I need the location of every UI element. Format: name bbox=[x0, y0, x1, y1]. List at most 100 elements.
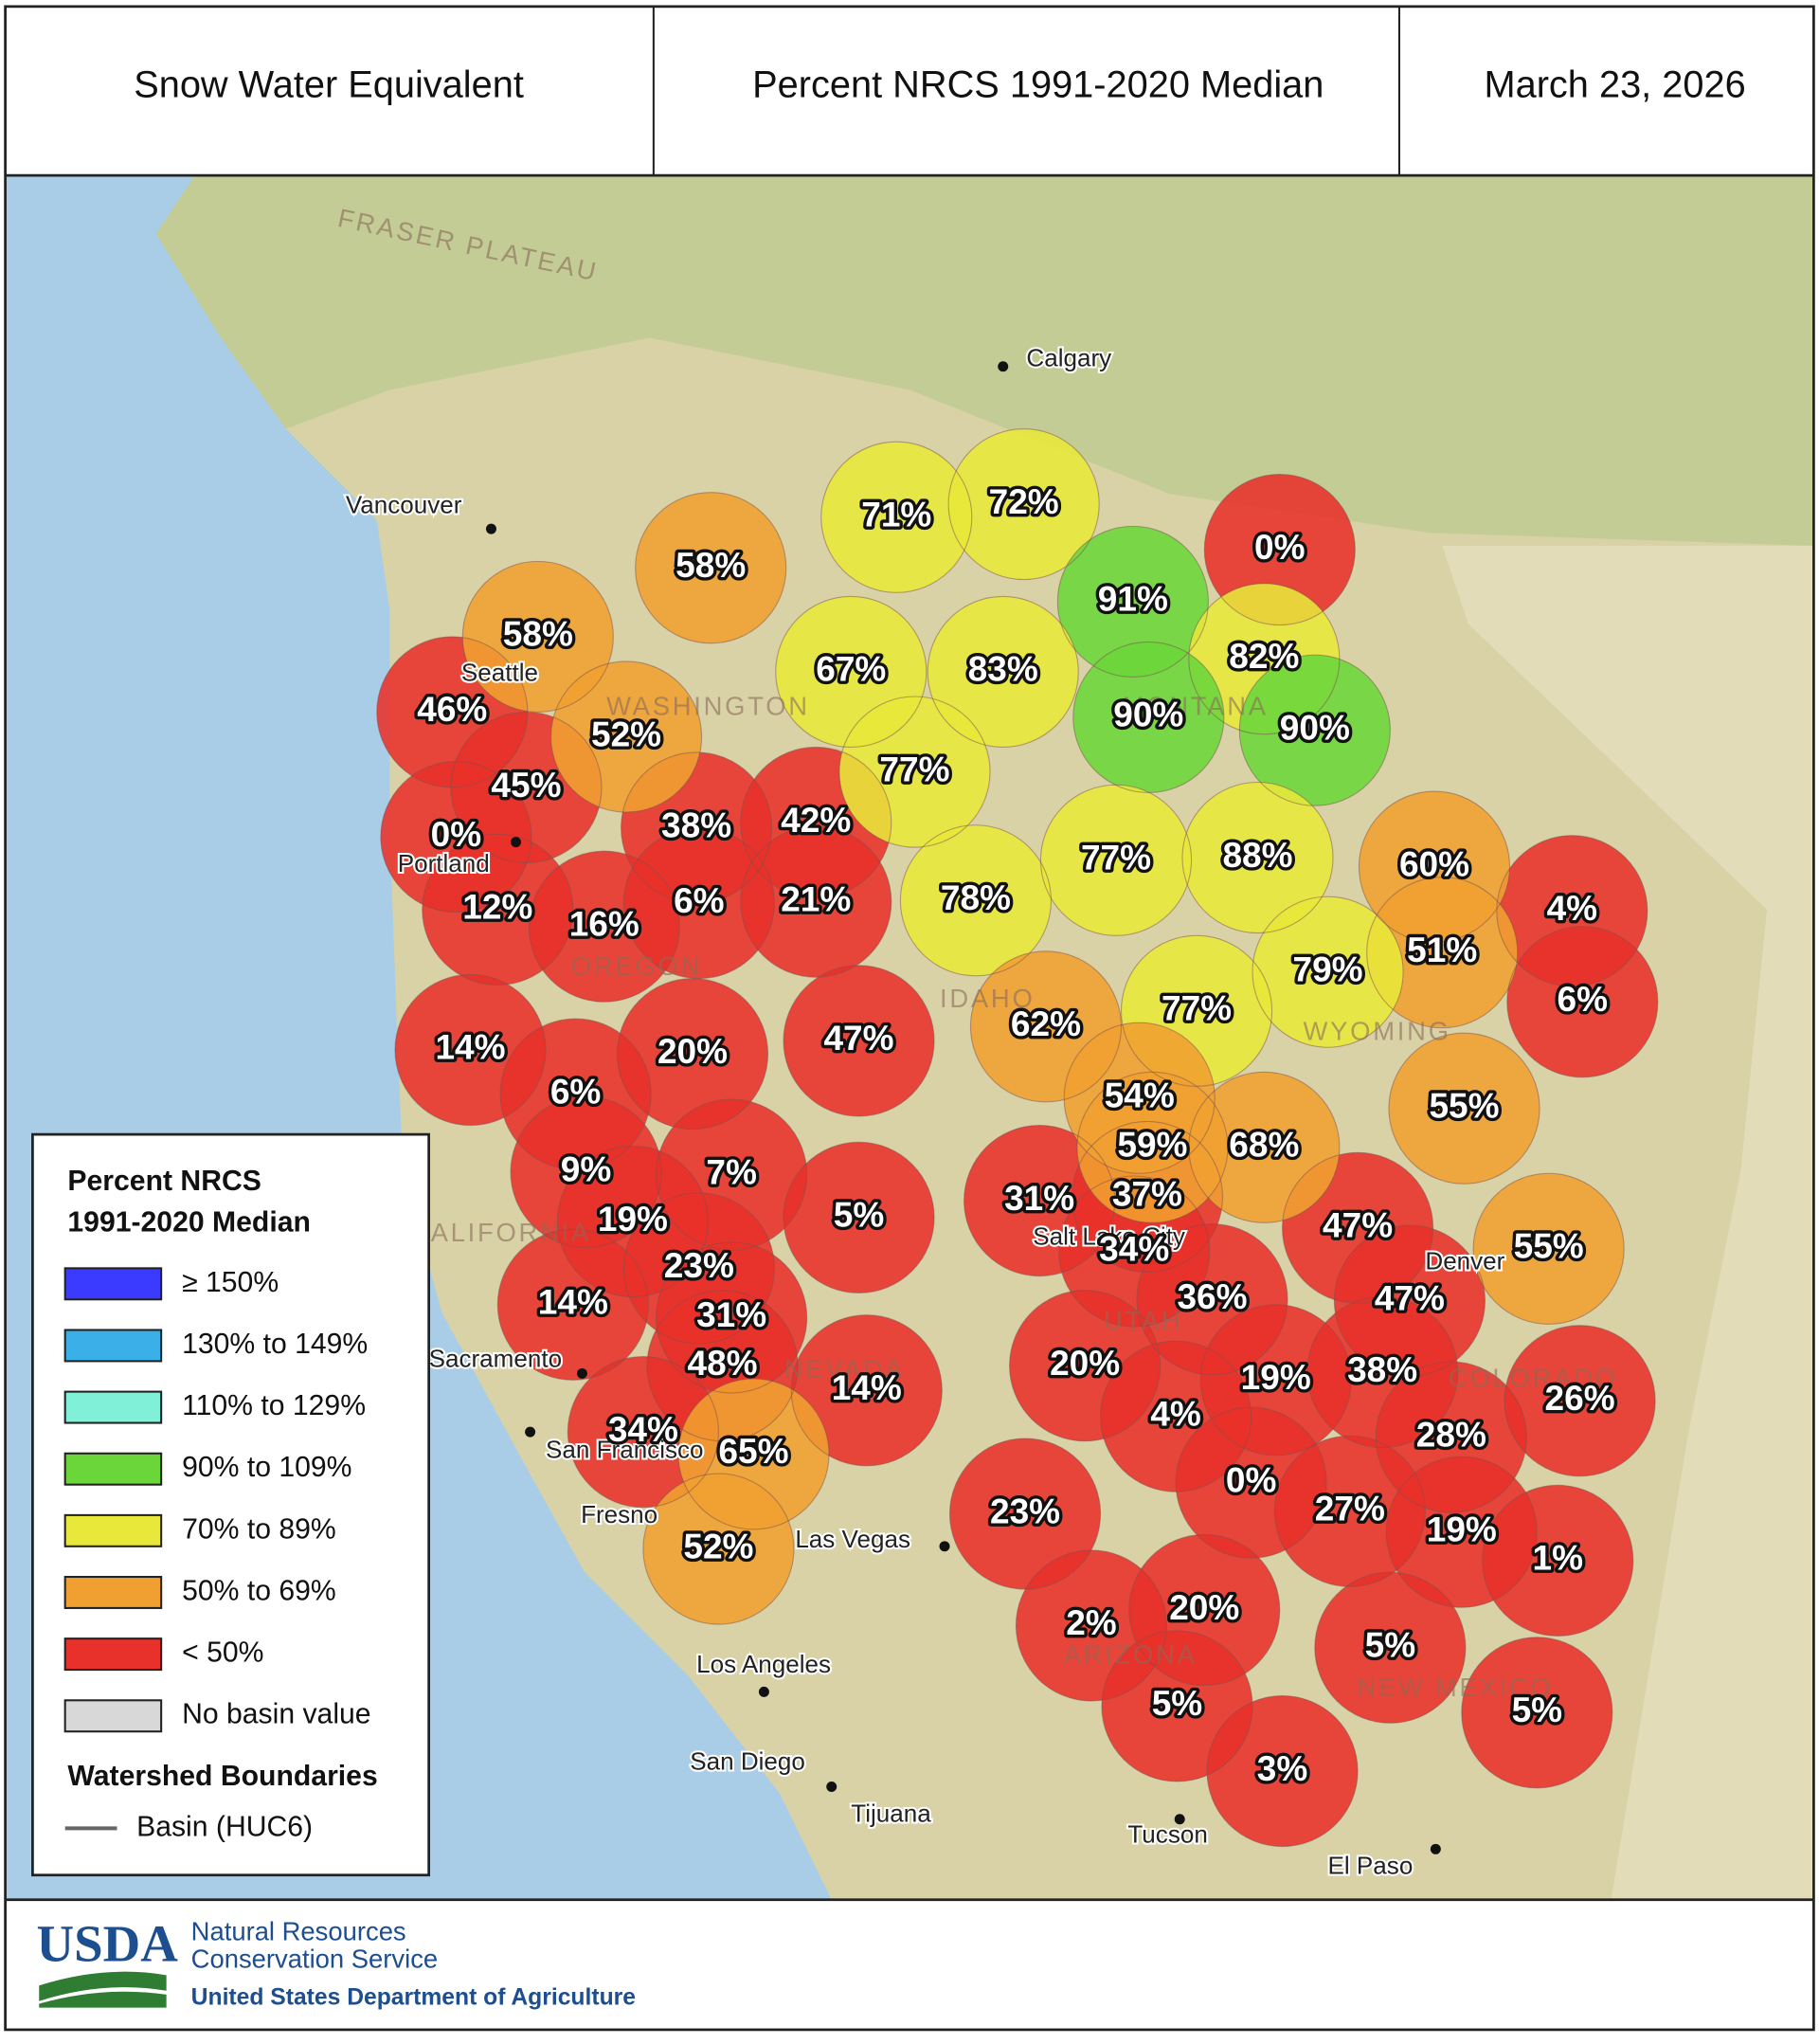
basin-boundary bbox=[1461, 1637, 1613, 1789]
basin-boundary bbox=[677, 1378, 830, 1530]
basin-area bbox=[1473, 1173, 1625, 1325]
basin-label: 27% bbox=[1315, 1489, 1385, 1528]
basin-boundary bbox=[1175, 1406, 1327, 1559]
basin-label: 59% bbox=[1117, 1125, 1187, 1165]
basin-boundary bbox=[1136, 1223, 1288, 1376]
city-label: Tijuana bbox=[851, 1800, 931, 1828]
basin-boundary bbox=[1506, 926, 1659, 1078]
basin-label: 5% bbox=[1365, 1625, 1415, 1665]
basin-area bbox=[1506, 926, 1658, 1077]
basin-area bbox=[462, 561, 614, 713]
region-label: WASHINGTON bbox=[606, 692, 810, 721]
basin-boundary bbox=[1385, 1456, 1538, 1608]
basin-boundary bbox=[642, 1473, 795, 1625]
header-date: March 23, 2026 bbox=[1484, 63, 1745, 105]
basin-label: 52% bbox=[683, 1526, 753, 1565]
plains-land bbox=[1442, 545, 1813, 1900]
basin-label: 65% bbox=[718, 1431, 788, 1471]
basin-label: 67% bbox=[816, 649, 886, 689]
basin-area bbox=[617, 978, 768, 1130]
city-dot bbox=[576, 1367, 587, 1379]
basin-label: 14% bbox=[832, 1367, 902, 1407]
basin-label: 60% bbox=[1399, 843, 1469, 883]
legend-label: 110% to 129% bbox=[182, 1390, 366, 1421]
basin-label: 37% bbox=[1112, 1174, 1182, 1214]
header-title: Snow Water Equivalent bbox=[134, 63, 524, 105]
basin-label: 4% bbox=[1547, 888, 1598, 928]
city-dot bbox=[511, 837, 521, 848]
basin-area bbox=[783, 1142, 935, 1293]
basin-area bbox=[1388, 1033, 1540, 1185]
basin-area bbox=[1057, 526, 1209, 678]
basin-boundary bbox=[790, 1314, 943, 1467]
basin-boundary bbox=[1181, 781, 1334, 934]
basin-boundary bbox=[969, 950, 1123, 1103]
basin-label: 78% bbox=[941, 877, 1011, 917]
basin-boundary bbox=[549, 660, 703, 813]
logo-swoosh bbox=[39, 1991, 167, 2008]
basin-boundary bbox=[1306, 1295, 1459, 1449]
legend-label: 90% to 109% bbox=[182, 1452, 351, 1483]
basin-area bbox=[1072, 642, 1224, 793]
basin-area bbox=[949, 1438, 1101, 1590]
basin-boundary bbox=[775, 595, 928, 749]
basin-area bbox=[1314, 1572, 1466, 1724]
agency-name: Natural Resources bbox=[191, 1917, 406, 1946]
legend-label: No basin value bbox=[182, 1699, 370, 1730]
basin-boundary bbox=[1206, 1694, 1359, 1848]
basin-label: 26% bbox=[1545, 1378, 1615, 1418]
city-label: Tucson bbox=[1127, 1819, 1207, 1848]
usda-logo: USDA bbox=[37, 1914, 179, 1972]
basin-boundary bbox=[740, 746, 892, 899]
region-label: ARIZONA bbox=[1064, 1640, 1198, 1670]
basin-label: 1% bbox=[1533, 1538, 1583, 1578]
city-label: San Diego bbox=[690, 1747, 805, 1776]
basin-label: 54% bbox=[1105, 1076, 1175, 1115]
basin-boundary bbox=[1100, 1340, 1252, 1492]
basin-label: 77% bbox=[1162, 988, 1232, 1028]
outer-border bbox=[4, 5, 1815, 2032]
basin-label: 71% bbox=[861, 495, 931, 534]
basin-area bbox=[1504, 1325, 1656, 1476]
basin-area bbox=[928, 596, 1079, 748]
basin-boundary bbox=[1504, 1325, 1656, 1477]
legend-label: 130% to 149% bbox=[182, 1329, 368, 1360]
basin-label: 5% bbox=[1512, 1690, 1562, 1729]
legend-swatch bbox=[63, 1576, 163, 1609]
city-label: Las Vegas bbox=[795, 1525, 910, 1553]
basin-area bbox=[948, 428, 1100, 580]
basin-label: 23% bbox=[990, 1491, 1060, 1530]
basin-boundary bbox=[556, 1145, 710, 1298]
basin-label: 55% bbox=[1514, 1226, 1584, 1266]
basin-label: 34% bbox=[608, 1409, 678, 1449]
basins bbox=[376, 427, 1659, 1848]
city-dot bbox=[826, 1782, 837, 1792]
city-dot bbox=[758, 1686, 769, 1697]
region-label: UTAH bbox=[1104, 1306, 1183, 1335]
basin-boundary bbox=[1188, 1071, 1341, 1223]
basin-boundary bbox=[461, 560, 614, 714]
city-dot bbox=[525, 1426, 536, 1438]
basin-label: 58% bbox=[675, 545, 746, 585]
basin-boundary bbox=[499, 1018, 652, 1170]
basin-area bbox=[1181, 782, 1334, 933]
city-label: Fresno bbox=[581, 1500, 657, 1528]
department-name: United States Department of Agriculture bbox=[191, 1985, 636, 2011]
basin-label: 77% bbox=[879, 749, 949, 788]
basin-label: 20% bbox=[1050, 1343, 1120, 1383]
legend: Percent NRCS 1991-2020 Median ≥ 150% 130% t… bbox=[31, 1132, 431, 1877]
basin-boundary bbox=[740, 825, 892, 978]
basin-label: 34% bbox=[1099, 1228, 1169, 1268]
basin-label: 3% bbox=[1257, 1748, 1308, 1788]
basin-boundary bbox=[1056, 525, 1209, 678]
basin-label: 36% bbox=[1177, 1276, 1247, 1316]
basin-area bbox=[1239, 655, 1391, 806]
basin-area bbox=[1482, 1485, 1633, 1637]
basin-label: 4% bbox=[1150, 1393, 1201, 1433]
basin-boundary bbox=[1128, 1533, 1281, 1687]
basin-boundary bbox=[422, 833, 574, 986]
legend-swatch bbox=[63, 1699, 163, 1733]
legend-swatch bbox=[63, 1513, 163, 1547]
legend-label: 50% to 69% bbox=[182, 1575, 336, 1606]
basin-boundary bbox=[656, 1098, 808, 1251]
